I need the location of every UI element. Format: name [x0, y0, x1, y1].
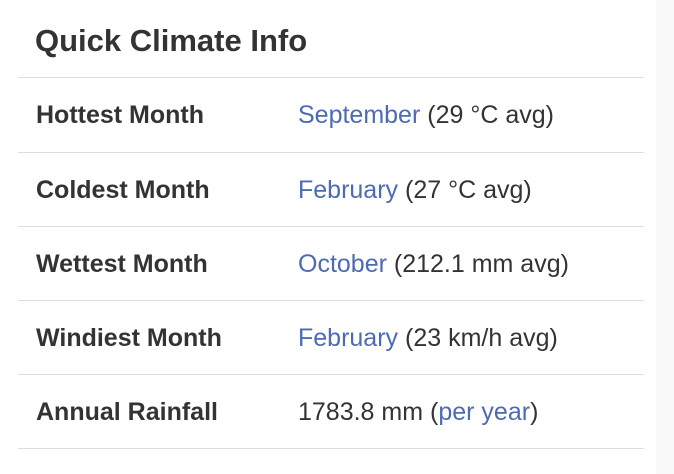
per-year-link[interactable]: per year: [438, 397, 531, 426]
row-value: September (29 °C avg): [298, 100, 644, 130]
month-link-september[interactable]: September: [298, 101, 421, 129]
row-value-detail: (212.1 mm avg): [386, 249, 569, 278]
row-annual-rainfall: Annual Rainfall 1783.8 mm (per year): [18, 375, 644, 449]
row-value-detail: (23 km/h avg): [398, 323, 558, 352]
row-value: February (23 km/h avg): [298, 323, 644, 353]
climate-info-panel: Quick Climate Info Hottest Month Septemb…: [18, 0, 644, 449]
panel-title: Quick Climate Info: [18, 0, 644, 78]
row-value: February (27 °C avg): [298, 175, 644, 205]
row-label: Windiest Month: [36, 323, 222, 352]
row-wettest-month: Wettest Month October (212.1 mm avg): [18, 227, 644, 301]
right-gutter: [656, 0, 674, 474]
row-windiest-month: Windiest Month February (23 km/h avg): [18, 301, 644, 375]
row-label: Wettest Month: [36, 249, 208, 278]
month-link-february[interactable]: February: [298, 175, 399, 204]
row-label: Annual Rainfall: [36, 397, 218, 426]
row-hottest-month: Hottest Month September (29 °C avg): [18, 78, 644, 153]
row-value: October (212.1 mm avg): [298, 249, 644, 279]
row-coldest-month: Coldest Month February (27 °C avg): [18, 153, 644, 227]
month-link-october[interactable]: October: [298, 249, 387, 278]
row-value-detail: (29 °C avg): [420, 101, 554, 129]
row-value: 1783.8 mm (per year): [298, 397, 644, 427]
rainfall-amount: 1783.8 mm (: [298, 397, 439, 426]
month-link-february[interactable]: February: [298, 323, 399, 352]
closing-paren: ): [530, 397, 539, 426]
row-label: Hottest Month: [36, 101, 205, 129]
row-label: Coldest Month: [36, 175, 210, 204]
row-value-detail: (27 °C avg): [398, 175, 532, 204]
